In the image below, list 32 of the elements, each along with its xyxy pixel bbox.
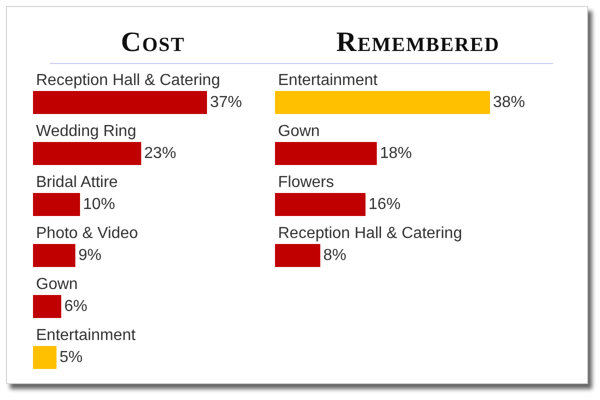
y-tick-label: Bridal Attire <box>36 174 118 191</box>
y-tick-label: Wedding Ring <box>36 123 136 140</box>
data-label: 23% <box>144 145 176 162</box>
y-tick-label: Gown <box>278 123 320 140</box>
y-tick-label: Entertainment <box>36 327 136 344</box>
data-label: 16% <box>368 196 401 213</box>
bar <box>275 91 490 114</box>
chart-title: Cost <box>120 27 186 58</box>
y-tick-label: Flowers <box>278 174 334 191</box>
data-label: 37% <box>210 94 242 111</box>
y-tick-label: Gown <box>36 276 78 293</box>
data-label: 18% <box>380 145 412 162</box>
bar <box>33 91 207 114</box>
bar <box>275 244 320 267</box>
y-tick-label: Photo & Video <box>36 225 138 242</box>
y-tick-label: Reception Hall & Catering <box>36 72 220 89</box>
data-label: 5% <box>60 349 83 366</box>
bar <box>275 142 377 165</box>
y-tick-label: Entertainment <box>278 72 378 89</box>
bar <box>33 142 142 165</box>
bar <box>33 295 62 318</box>
data-label: 6% <box>64 298 88 315</box>
y-tick-label: Reception Hall & Catering <box>278 225 462 242</box>
data-label: 10% <box>83 196 116 213</box>
chart-title: Remembered <box>335 27 501 58</box>
bar <box>33 244 76 267</box>
bar <box>275 193 366 216</box>
bar <box>33 193 80 216</box>
data-label: 9% <box>78 247 102 264</box>
data-label: 8% <box>323 247 346 264</box>
data-label: 38% <box>493 94 526 111</box>
bar <box>33 346 57 369</box>
